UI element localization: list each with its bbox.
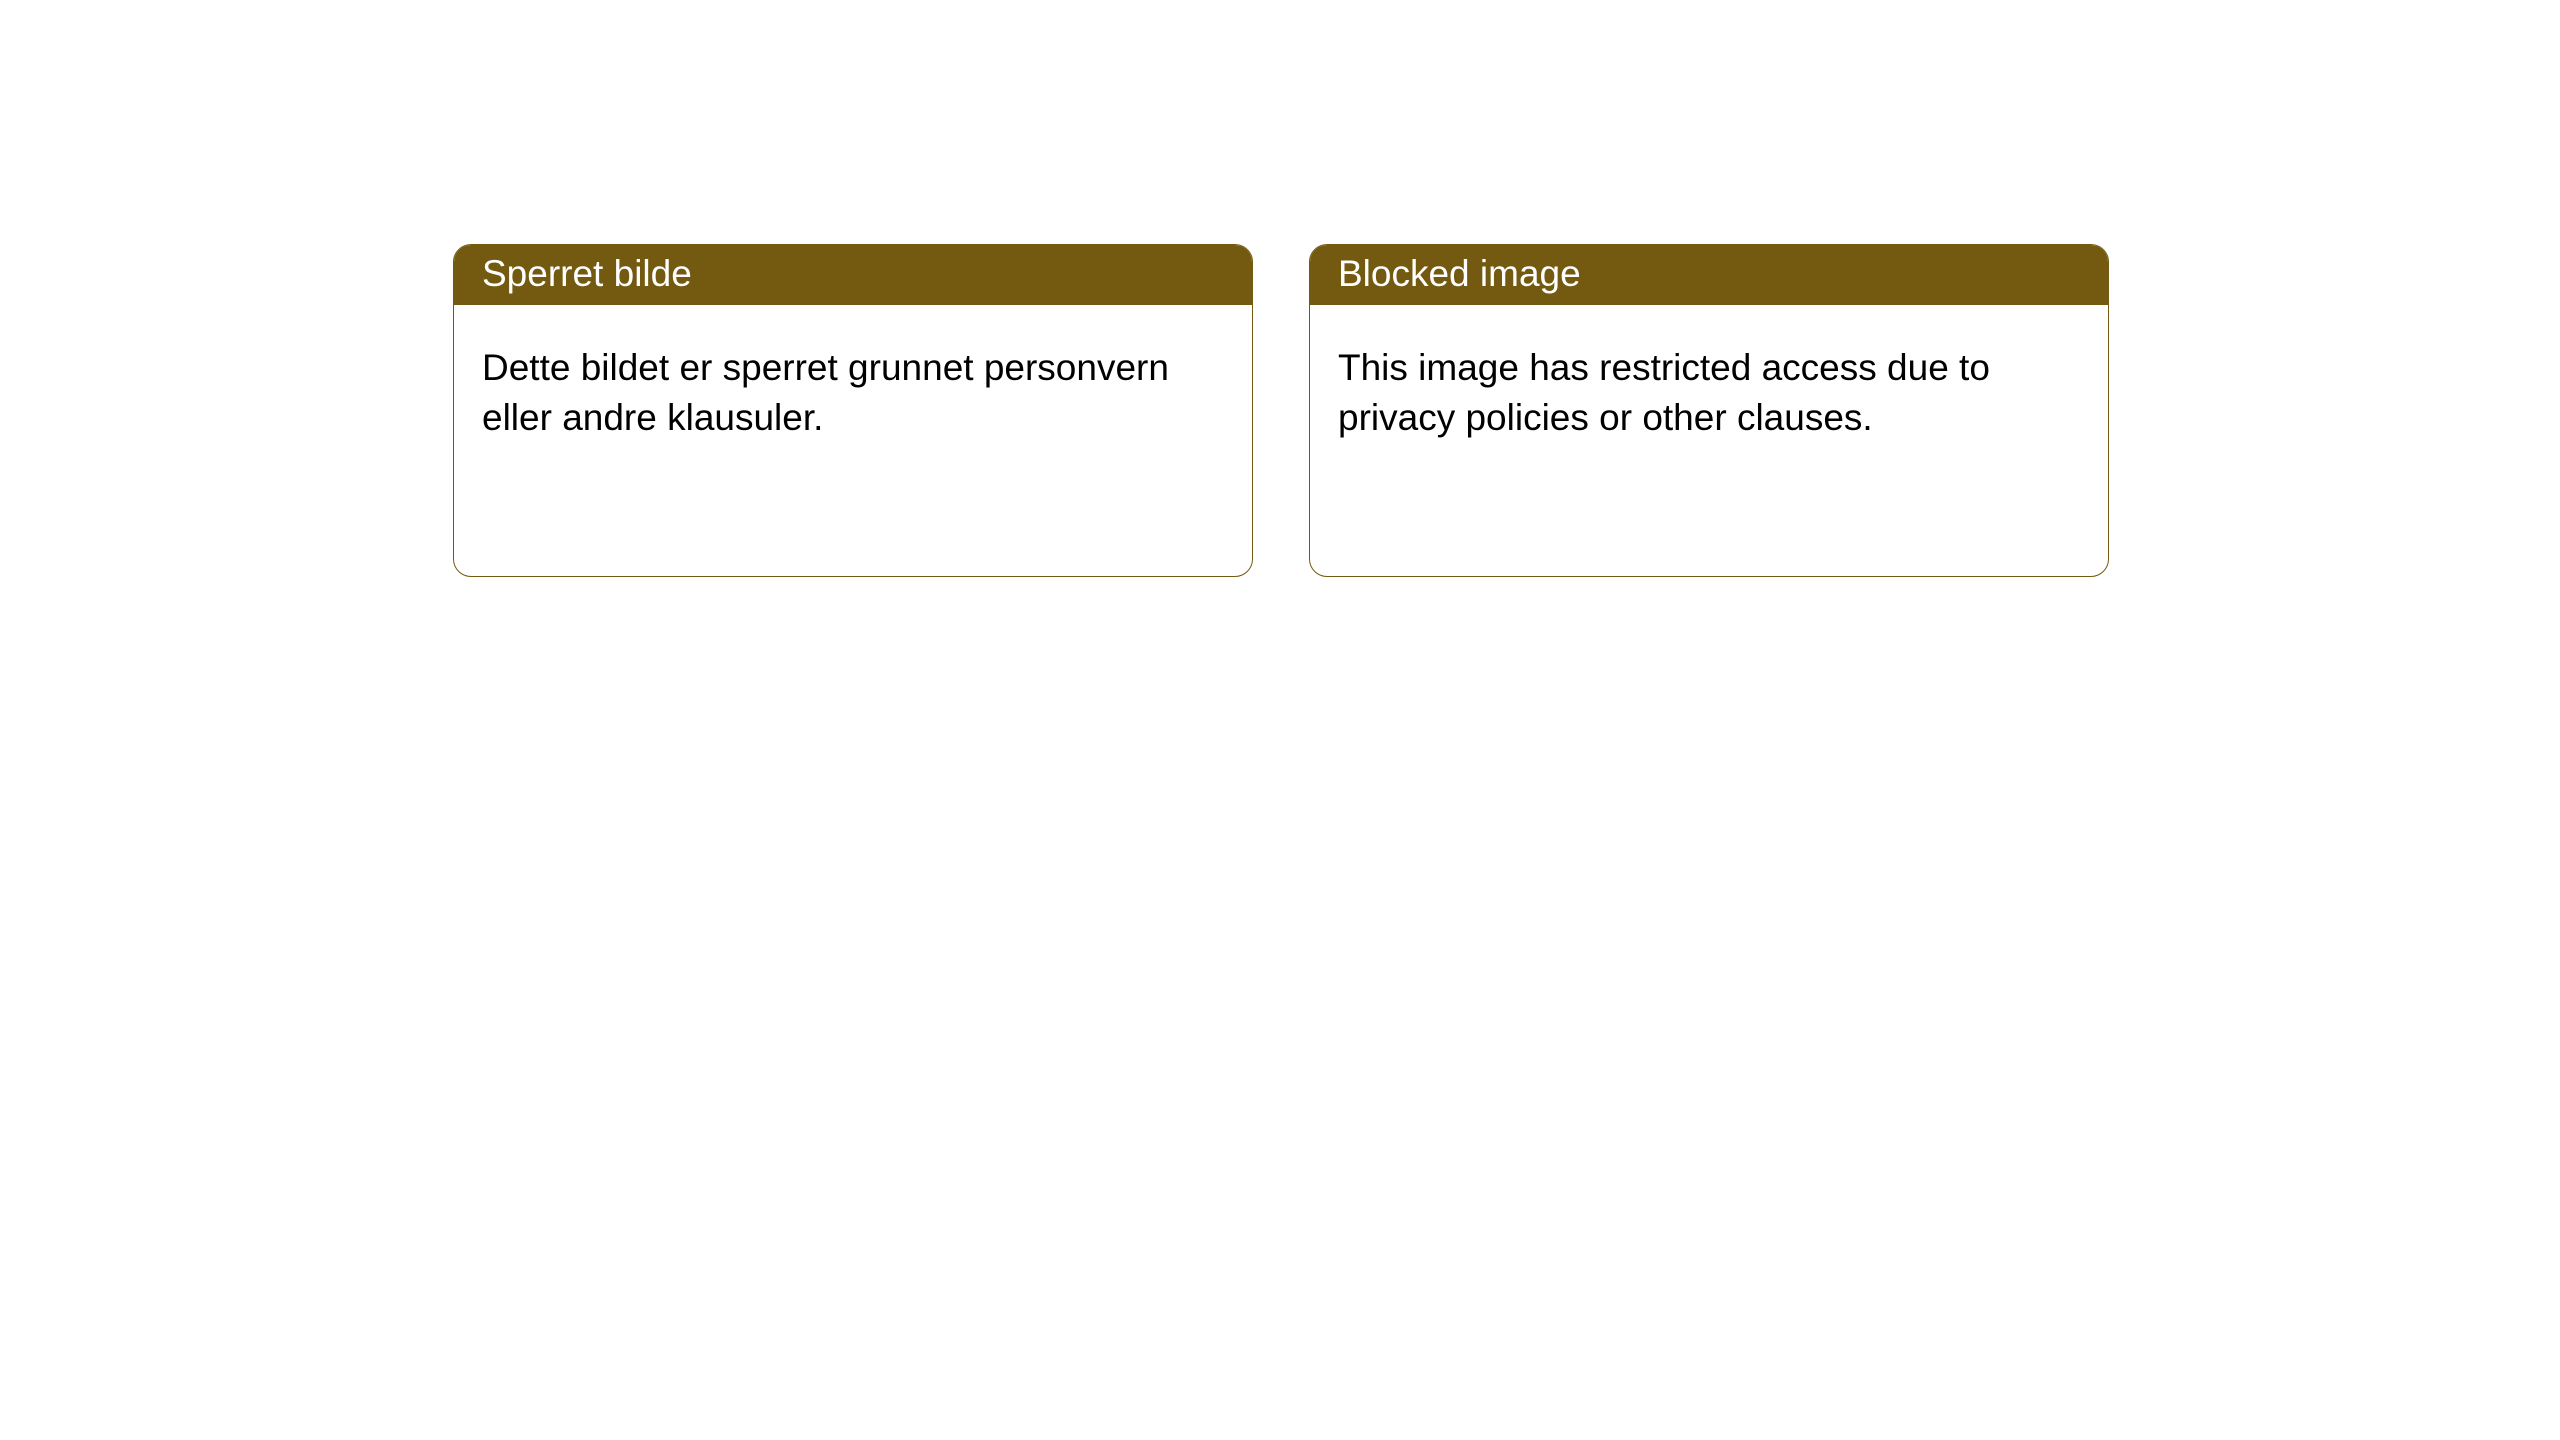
notice-container: Sperret bilde Dette bildet er sperret gr…	[0, 0, 2560, 577]
card-title-no: Sperret bilde	[482, 253, 692, 295]
card-body-text-en: This image has restricted access due to …	[1338, 347, 1990, 438]
card-header-no: Sperret bilde	[454, 245, 1252, 305]
card-header-en: Blocked image	[1310, 245, 2108, 305]
blocked-image-card-no: Sperret bilde Dette bildet er sperret gr…	[453, 244, 1253, 577]
card-body-no: Dette bildet er sperret grunnet personve…	[454, 305, 1252, 472]
blocked-image-card-en: Blocked image This image has restricted …	[1309, 244, 2109, 577]
card-title-en: Blocked image	[1338, 253, 1581, 295]
card-body-en: This image has restricted access due to …	[1310, 305, 2108, 472]
card-body-text-no: Dette bildet er sperret grunnet personve…	[482, 347, 1169, 438]
